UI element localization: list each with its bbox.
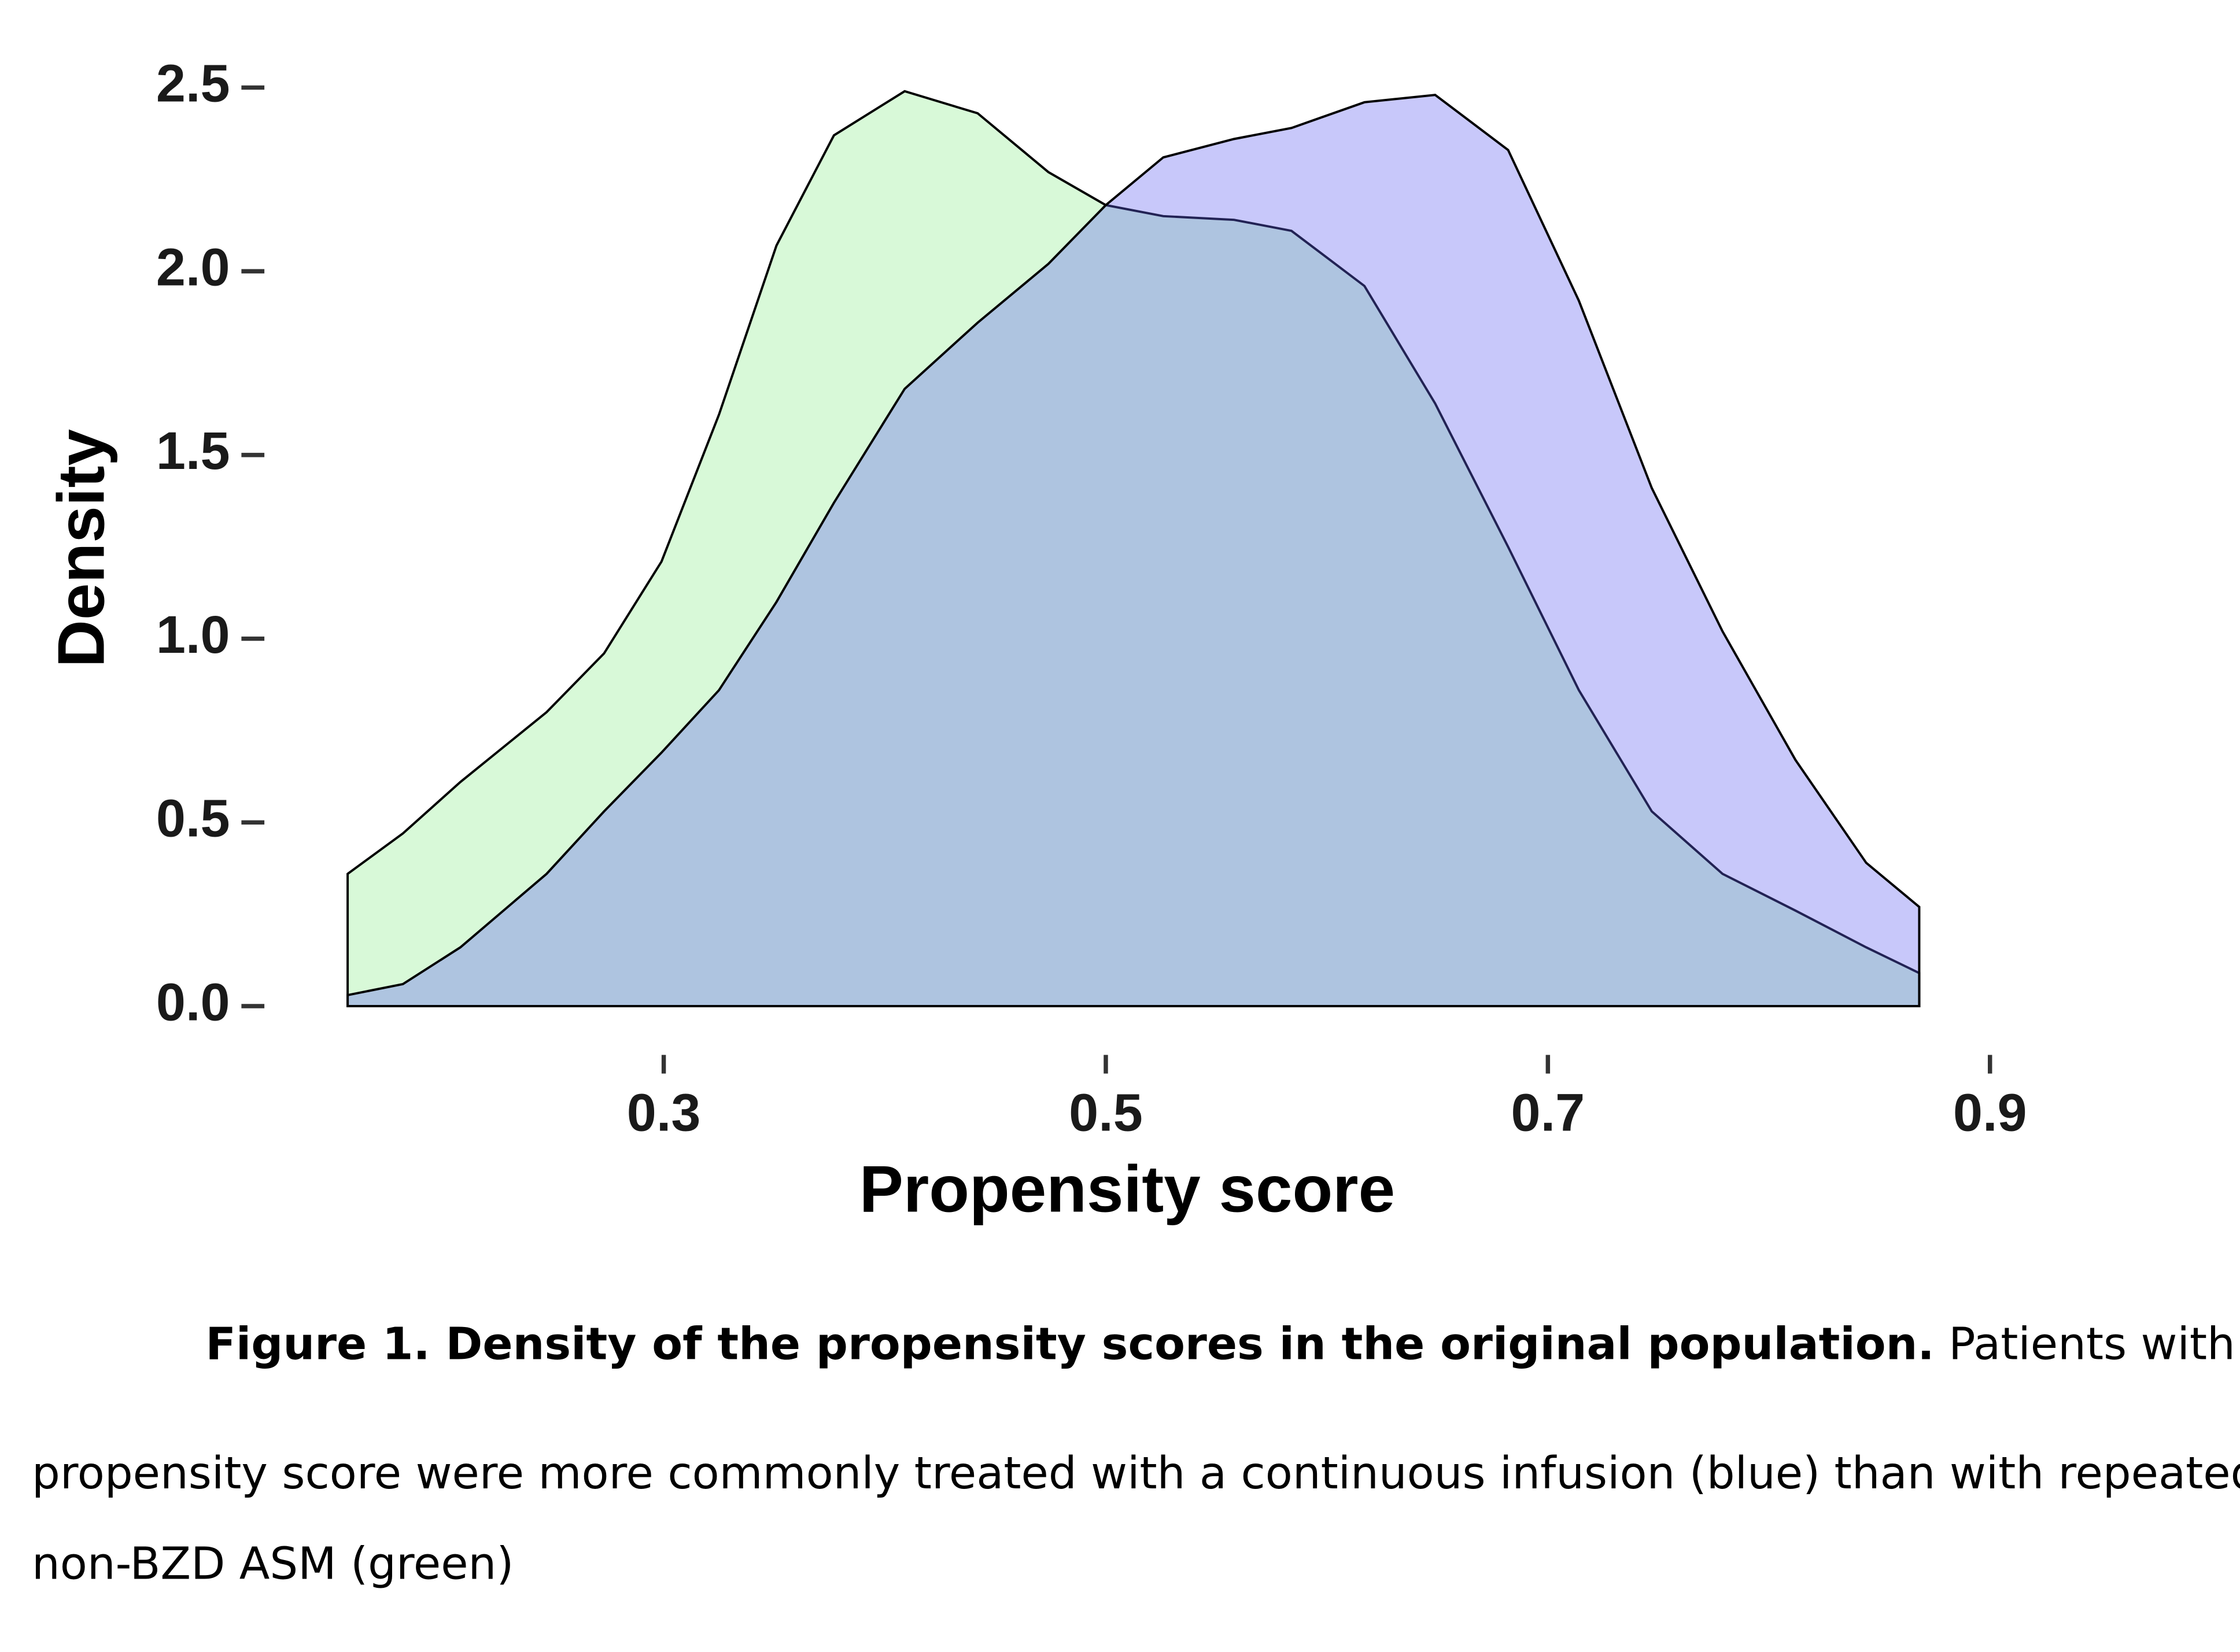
x-tick-label: 0.7: [1511, 1083, 1585, 1142]
x-tick-label: 0.9: [1953, 1083, 2027, 1142]
density-area: [346, 90, 1921, 1008]
caption-line: Figure 1. Density of the propensity scor…: [205, 1319, 2240, 1370]
y-tick-label: 0.0: [156, 973, 230, 1032]
x-tick-label: 0.5: [1069, 1083, 1143, 1142]
y-tick-label: 1.5: [156, 422, 230, 481]
y-tick-label: 2.5: [156, 54, 230, 113]
caption-text: propensity score were more commonly trea…: [32, 1448, 2240, 1499]
y-tick-label: 2.0: [156, 238, 230, 297]
y-axis-title: Density: [45, 429, 118, 667]
caption-text: non-BZD ASM (green): [32, 1538, 514, 1590]
y-tick-label: 0.5: [156, 789, 230, 848]
caption-text: Patients with a higher: [1949, 1319, 2240, 1370]
caption-title: Figure 1. Density of the propensity scor…: [205, 1319, 1934, 1370]
x-axis-title: Propensity score: [859, 1152, 1395, 1226]
y-tick-label: 1.0: [156, 605, 230, 664]
density-area: [346, 94, 1921, 1008]
x-tick-label: 0.3: [627, 1083, 701, 1142]
